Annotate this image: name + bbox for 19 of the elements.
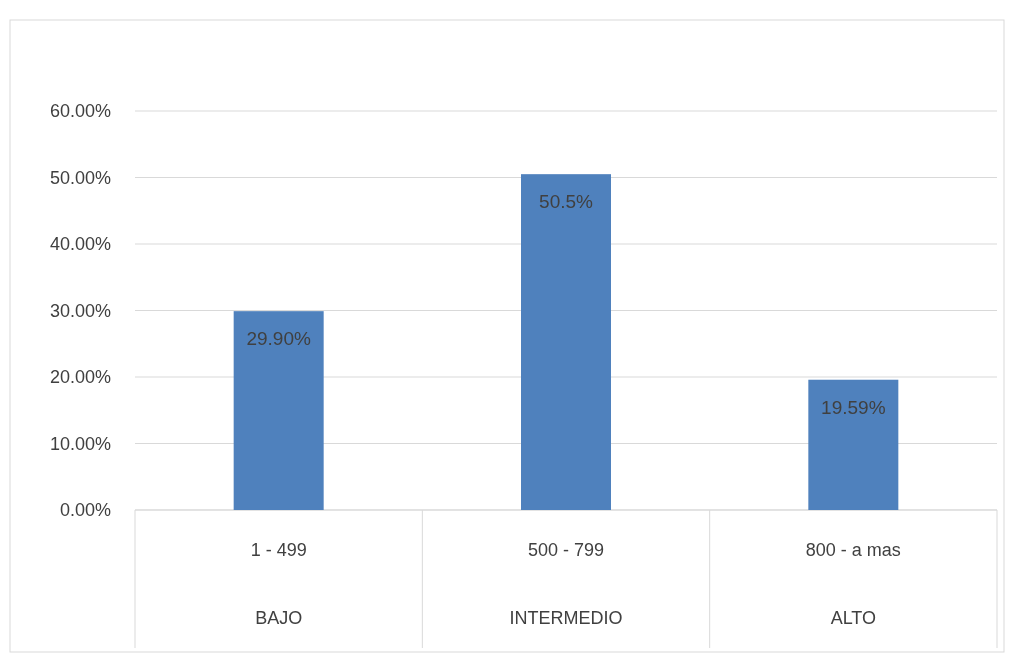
- y-tick-label: 30.00%: [49, 300, 111, 321]
- y-tick-label: 20.00%: [49, 367, 111, 388]
- y-tick-label: 60.00%: [49, 101, 111, 122]
- text: BAJO: [255, 608, 303, 628]
- y-tick-label: 50.00%: [49, 167, 111, 188]
- bar: [808, 379, 899, 510]
- data-label: 29.90%: [246, 328, 311, 350]
- bar: [521, 174, 611, 510]
- data-label: 50.5%: [539, 191, 594, 213]
- y-tick-label: 10.00%: [49, 433, 111, 454]
- x-tick-label: 800 - a mas: [805, 540, 901, 560]
- text: ALTO: [830, 608, 877, 628]
- y-tick-label: 0.00%: [59, 500, 111, 521]
- x-tick-label: 500 - 799: [527, 540, 605, 560]
- x-tick-label: 1 - 499: [250, 540, 307, 560]
- bar: [233, 311, 324, 510]
- data-label: 19.59%: [821, 396, 886, 418]
- y-tick-label: 40.00%: [49, 234, 111, 255]
- text: INTERMEDIO: [509, 608, 623, 628]
